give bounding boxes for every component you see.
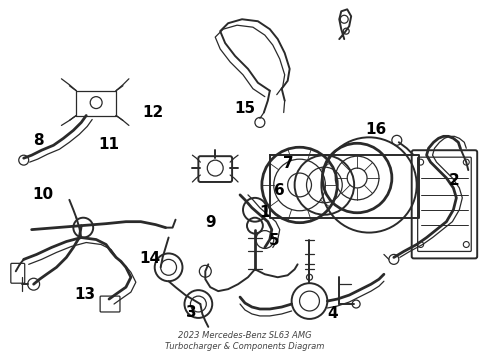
Text: 9: 9	[206, 215, 216, 230]
Text: 12: 12	[142, 105, 163, 120]
Text: 11: 11	[98, 137, 120, 152]
Text: 1: 1	[259, 204, 270, 220]
Text: 15: 15	[234, 101, 256, 116]
Text: 16: 16	[366, 122, 387, 138]
Text: 5: 5	[269, 233, 279, 248]
Text: 10: 10	[33, 187, 54, 202]
Text: 2: 2	[449, 172, 460, 188]
Text: 2023 Mercedes-Benz SL63 AMG
Turbocharger & Components Diagram: 2023 Mercedes-Benz SL63 AMG Turbocharger…	[165, 331, 325, 351]
Text: 3: 3	[186, 305, 197, 320]
Text: 4: 4	[327, 306, 338, 321]
Text: 13: 13	[74, 287, 95, 302]
Text: 8: 8	[33, 133, 44, 148]
Text: 14: 14	[140, 251, 161, 266]
Text: 6: 6	[273, 183, 284, 198]
Text: 7: 7	[283, 157, 294, 171]
